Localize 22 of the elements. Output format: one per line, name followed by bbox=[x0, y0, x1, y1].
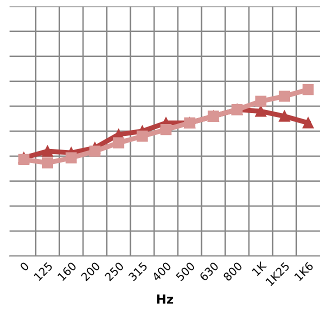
point bbox=[113, 137, 124, 148]
point bbox=[42, 157, 54, 168]
point bbox=[89, 146, 100, 157]
x-tick-label: 400 bbox=[152, 262, 172, 282]
x-tick-label: 0 bbox=[19, 262, 30, 272]
point bbox=[255, 106, 266, 117]
point bbox=[302, 117, 314, 128]
point bbox=[42, 146, 54, 157]
x-tick-label: 500 bbox=[175, 262, 196, 282]
point bbox=[255, 96, 266, 107]
x-tick-label: 1K bbox=[252, 260, 267, 276]
x-tick-label: 800 bbox=[222, 262, 243, 282]
x-axis-title: Hz bbox=[157, 294, 174, 304]
point bbox=[160, 124, 172, 136]
point bbox=[278, 110, 290, 122]
point bbox=[136, 130, 148, 142]
point bbox=[18, 154, 30, 166]
x-tick-label: 630 bbox=[199, 262, 219, 282]
point bbox=[302, 84, 314, 96]
point bbox=[66, 152, 77, 164]
x-tick-label: 160 bbox=[57, 262, 77, 282]
point bbox=[278, 90, 290, 102]
